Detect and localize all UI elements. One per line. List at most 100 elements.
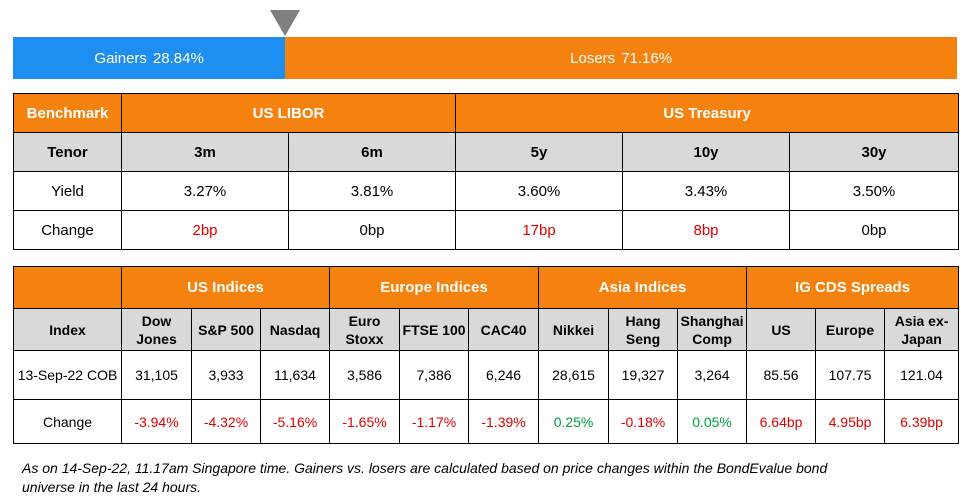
index-name-cell: S&P 500 (191, 308, 261, 351)
footnote-line-1: As on 14-Sep-22, 11.17am Singapore time.… (22, 460, 828, 476)
markets-corner (13, 266, 122, 309)
index-change-cell: -0.18% (608, 399, 679, 444)
tenor-row: Tenor 3m 6m 5y 10y 30y (13, 132, 960, 172)
index-change-cell: -1.17% (399, 399, 470, 444)
yield-label: Yield (13, 171, 122, 211)
rates-table: Benchmark US LIBOR US Treasury Tenor 3m … (13, 93, 960, 250)
group-header: Asia Indices (538, 266, 748, 309)
index-name-line: Hang (625, 312, 661, 329)
tenor-cell: 6m (287, 132, 457, 172)
index-value-cell: 107.75 (815, 350, 886, 400)
footnote-line-2: universe in the last 24 hours. (22, 479, 201, 495)
losers-pct: 71.16% (621, 49, 673, 67)
index-name-line: FTSE 100 (402, 321, 466, 338)
index-name-line: Nasdaq (269, 321, 321, 338)
index-name-cell: Euro Stoxx (329, 308, 401, 351)
yield-cell: 3.27% (121, 171, 289, 211)
index-name-line: Asia ex- (894, 312, 949, 329)
yield-cell: 3.50% (789, 171, 960, 211)
index-name-cell: Asia ex- Japan (884, 308, 960, 351)
tenor-cell: 30y (789, 132, 960, 172)
yield-cell: 3.60% (455, 171, 624, 211)
tenor-cell: 5y (455, 132, 624, 172)
losers-segment: Losers 71.16% (285, 37, 957, 79)
index-change-cell: -4.32% (191, 399, 261, 444)
index-name-cell: Europe (815, 308, 886, 351)
index-name-line: US (771, 321, 791, 338)
rates-header-row: Benchmark US LIBOR US Treasury (13, 93, 960, 133)
index-change-cell: 0.05% (677, 399, 748, 444)
index-name-cell: CAC40 (468, 308, 540, 351)
index-name-cell: Nasdaq (259, 308, 331, 351)
treasury-header: US Treasury (455, 93, 960, 133)
gainers-losers-bar: Gainers 28.84% Losers 71.16% (13, 37, 957, 79)
index-name-cell: US (746, 308, 817, 351)
index-value-cell: 7,386 (399, 350, 470, 400)
index-name-line: Seng (625, 330, 661, 347)
yield-cell: 3.81% (287, 171, 457, 211)
index-change-cell: 4.95bp (815, 399, 886, 444)
markets-header-row: US Indices Europe Indices Asia Indices I… (13, 266, 960, 309)
index-name-line: Europe (825, 321, 875, 338)
index-value-row: 13-Sep-22 COB 31,105 3,933 11,634 3,586 7,38… (13, 350, 960, 400)
losers-label: Losers (570, 49, 616, 67)
index-name-line: Jones (136, 330, 177, 347)
index-value-cell: 121.04 (884, 350, 960, 400)
index-value-cell: 85.56 (746, 350, 817, 400)
markets-table: US Indices Europe Indices Asia Indices I… (13, 266, 960, 444)
index-name-line: Shanghai (680, 312, 744, 329)
index-name-cell: FTSE 100 (399, 308, 470, 351)
footnote: As on 14-Sep-22, 11.17am Singapore time.… (22, 459, 952, 497)
index-value-cell: 3,933 (191, 350, 261, 400)
yield-cell: 3.43% (622, 171, 791, 211)
rate-change-cell: 0bp (287, 210, 457, 250)
group-header: Europe Indices (329, 266, 540, 309)
rate-change-row: Change 2bp 0bp 17bp 8bp 0bp (13, 210, 960, 250)
gainers-label: Gainers (94, 49, 147, 67)
index-value-cell: 31,105 (121, 350, 192, 400)
group-header: IG CDS Spreads (746, 266, 960, 309)
index-change-cell: 0.25% (538, 399, 610, 444)
index-change-cell: -3.94% (121, 399, 192, 444)
index-value-cell: 6,246 (468, 350, 540, 400)
index-change-cell: 6.39bp (884, 399, 960, 444)
index-name-line: Japan (901, 330, 942, 347)
index-value-cell: 11,634 (259, 350, 331, 400)
index-name-line: Stoxx (345, 330, 384, 347)
index-name-line: S&P 500 (198, 321, 254, 338)
index-name-line: Dow (141, 312, 172, 329)
index-change-cell: -1.65% (329, 399, 401, 444)
rate-change-cell: 2bp (121, 210, 289, 250)
index-name-line: CAC40 (480, 321, 527, 338)
index-name-cell: Dow Jones (121, 308, 192, 351)
index-change-row: Change -3.94% -4.32% -5.16% -1.65% -1.17% -1.… (13, 399, 960, 444)
index-label: Index (13, 308, 122, 351)
rate-change-cell: 17bp (455, 210, 624, 250)
index-name-line: Euro (348, 312, 381, 329)
index-name-cell: Shanghai Comp (677, 308, 748, 351)
tenor-label: Tenor (13, 132, 122, 172)
gainers-pct: 28.84% (152, 49, 204, 67)
date-label: 13-Sep-22 COB (13, 350, 122, 400)
tenor-cell: 3m (121, 132, 289, 172)
rate-change-label: Change (13, 210, 122, 250)
tenor-cell: 10y (622, 132, 791, 172)
index-change-label: Change (13, 399, 122, 444)
benchmark-header: Benchmark (13, 93, 122, 133)
index-change-cell: 6.64bp (746, 399, 817, 444)
index-name-line: Nikkei (552, 321, 595, 338)
group-header: US Indices (120, 266, 331, 309)
index-value-cell: 3,264 (677, 350, 748, 400)
index-name-line: Comp (692, 330, 732, 347)
index-name-cell: Hang Seng (608, 308, 679, 351)
yield-row: Yield 3.27% 3.81% 3.60% 3.43% 3.50% (13, 171, 960, 211)
index-value-cell: 19,327 (608, 350, 679, 400)
index-value-cell: 28,615 (538, 350, 610, 400)
rate-change-cell: 8bp (622, 210, 791, 250)
gainers-marker-icon (270, 10, 301, 36)
index-name-cell: Nikkei (538, 308, 610, 351)
index-change-cell: -5.16% (259, 399, 331, 444)
index-value-cell: 3,586 (329, 350, 401, 400)
rate-change-cell: 0bp (789, 210, 960, 250)
gainers-segment: Gainers 28.84% (13, 37, 286, 79)
